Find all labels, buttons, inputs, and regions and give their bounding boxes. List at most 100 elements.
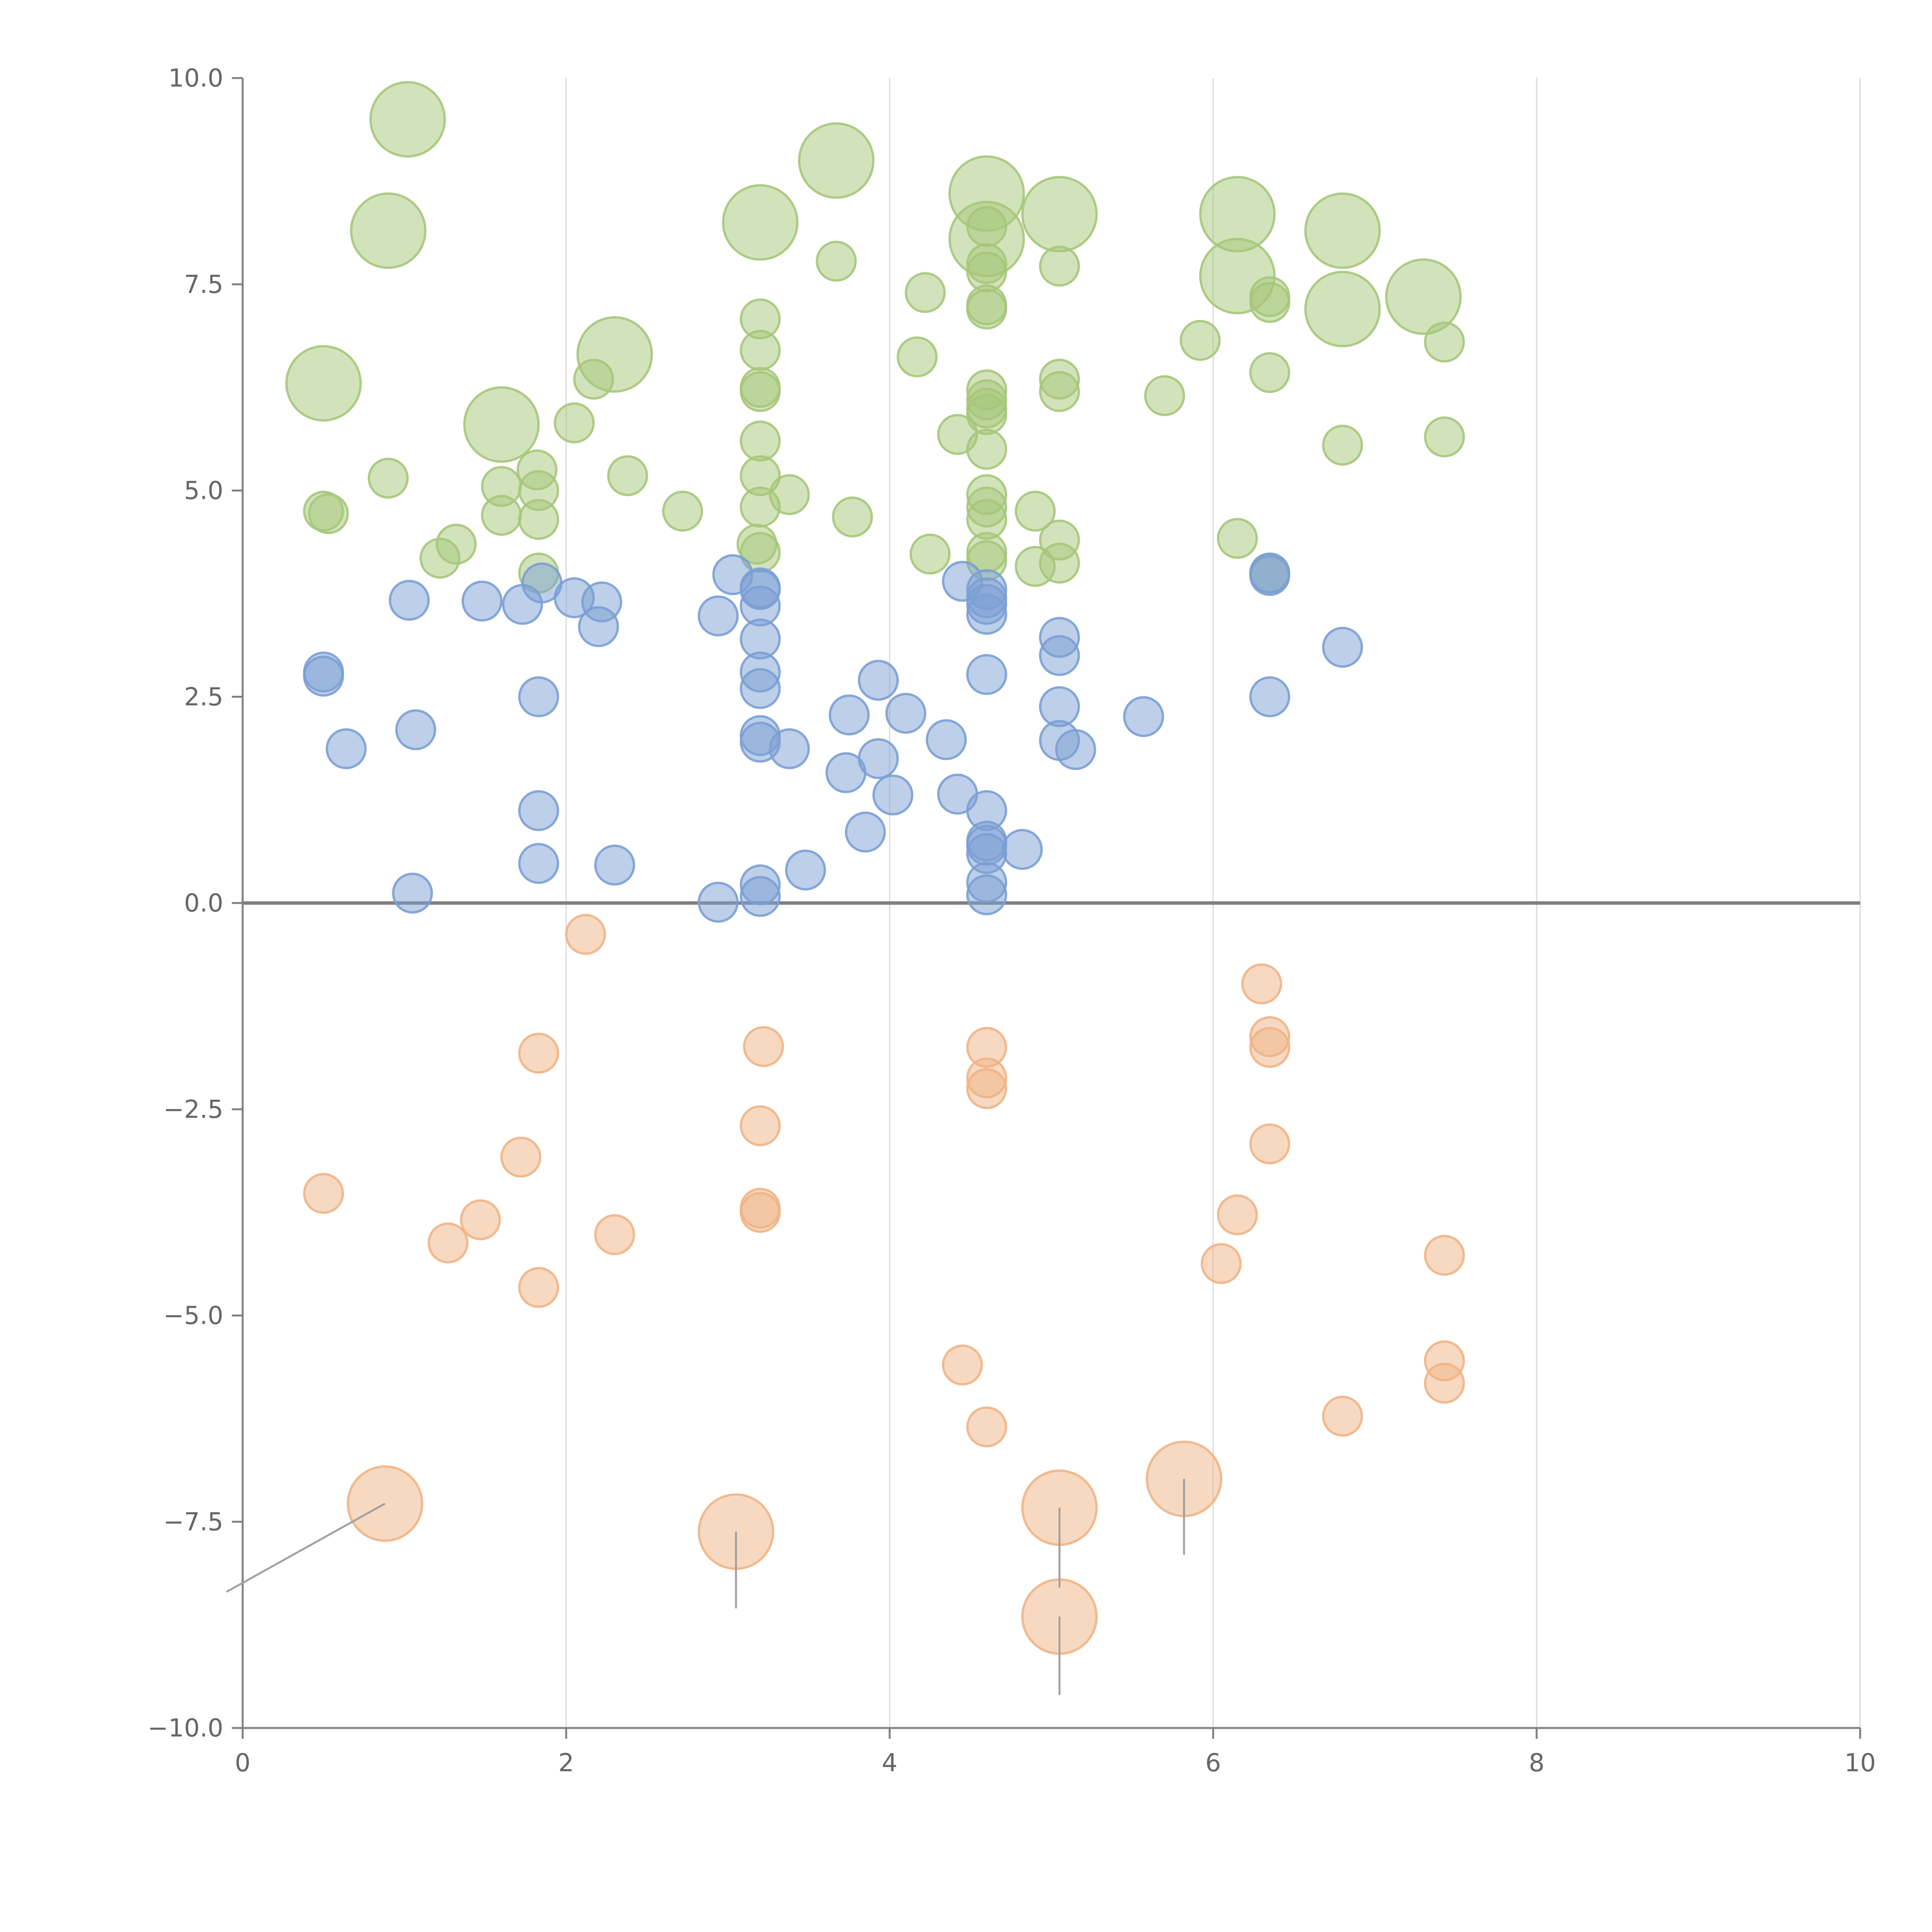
scatter-point (463, 386, 540, 463)
axis-layer: 0 2 4 6 8 10 −10.0 −7.5 −5.0 −2.5 0.0 2.5 5.0 7.5 10.0 (148, 64, 1876, 1777)
y-tick-label: 7.5 (184, 270, 223, 299)
scatter-point (885, 692, 927, 734)
scatter-point (554, 402, 595, 444)
scatter-point (925, 719, 967, 760)
scatter-point (845, 811, 886, 853)
x-tick-label: 10 (1844, 1749, 1876, 1777)
scatter-point (872, 774, 913, 816)
callout-line (226, 1503, 386, 1593)
scatter-point (905, 272, 946, 313)
points-layer (285, 81, 1465, 1655)
scatter-point (1249, 1027, 1291, 1068)
scatter-point (303, 655, 344, 697)
y-tick-label: 2.5 (184, 683, 223, 711)
scatter-point (1304, 192, 1381, 269)
scatter-point (1385, 258, 1462, 335)
scatter-point (1217, 1194, 1258, 1236)
scatter-point (769, 474, 810, 515)
scatter-point (1424, 321, 1465, 363)
scatter-point (1180, 320, 1221, 361)
scatter-point (966, 206, 1007, 247)
scatter-point (662, 490, 703, 532)
scatter-point (896, 336, 938, 378)
scatter-point (1055, 729, 1096, 770)
scatter-point (966, 394, 1007, 435)
scatter-point (500, 1136, 541, 1178)
scatter-point (1424, 416, 1465, 457)
scatter-point (1021, 176, 1098, 253)
scatter-point (1015, 490, 1056, 532)
scatter-point (697, 881, 739, 923)
scatter-point (1249, 1123, 1291, 1165)
scatter-point (966, 654, 1007, 695)
scatter-point (1039, 543, 1080, 584)
y-tick-label: −5.0 (163, 1302, 223, 1330)
scatter-point (607, 455, 648, 497)
scatter-point (303, 1173, 344, 1214)
scatter-point (369, 81, 446, 158)
scatter-point (1039, 371, 1080, 412)
scatter-point (518, 499, 560, 540)
series-1 (303, 553, 1363, 923)
y-tick-label: 0.0 (184, 889, 223, 918)
scatter-point (308, 493, 349, 534)
scatter-point (1241, 963, 1282, 1005)
scatter-point (828, 694, 870, 736)
scatter-point (697, 595, 739, 637)
scatter-point (858, 738, 899, 779)
scatter-point (966, 288, 1007, 330)
scatter-point (1249, 555, 1291, 596)
scatter-point (460, 1199, 501, 1240)
scatter-point (573, 359, 614, 400)
scatter-point (518, 676, 560, 718)
x-tick-label: 8 (1529, 1749, 1544, 1777)
scatter-point (966, 1068, 1007, 1109)
scatter-point (565, 914, 606, 955)
scatter-point (1201, 1243, 1242, 1284)
series-0 (285, 81, 1465, 594)
scatter-point (740, 371, 781, 412)
scatter-point (1039, 245, 1080, 287)
scatter-point (350, 192, 427, 269)
scatter-point (832, 496, 873, 537)
scatter-point (740, 1192, 781, 1233)
scatter-point (1249, 282, 1291, 323)
x-tick-label: 2 (558, 1749, 574, 1777)
callout-layer (226, 1479, 1185, 1695)
scatter-point (389, 580, 430, 621)
scatter-point (740, 876, 781, 917)
scatter-point (816, 240, 857, 282)
scatter-point (740, 330, 781, 371)
scatter-point (798, 122, 875, 199)
scatter-point (395, 709, 436, 750)
scatter-point (518, 1267, 560, 1308)
scatter-point (1144, 375, 1185, 416)
scatter-point (594, 1214, 635, 1255)
scatter-point (1322, 425, 1363, 466)
y-tick-label: −2.5 (163, 1095, 223, 1124)
scatter-point (392, 872, 433, 914)
scatter-point (1322, 1395, 1363, 1437)
scatter-point (1002, 829, 1043, 870)
scatter-point (966, 429, 1007, 470)
scatter-point (966, 1406, 1007, 1447)
scatter-point (743, 1026, 784, 1067)
scatter-point (1304, 270, 1381, 347)
scatter-point (910, 533, 951, 575)
scatter-point (1039, 635, 1080, 676)
scatter-point (1217, 518, 1258, 559)
scatter-point (435, 524, 477, 565)
y-tick-label: 5.0 (184, 477, 223, 505)
scatter-point (427, 1222, 469, 1264)
scatter-point (1123, 696, 1164, 737)
scatter-point (769, 728, 810, 769)
scatter-point (1424, 1362, 1465, 1404)
scatter-point (481, 495, 522, 536)
scatter-point (966, 874, 1007, 915)
scatter-point (325, 728, 367, 769)
scatter-point (785, 849, 826, 891)
x-tick-label: 4 (882, 1749, 898, 1777)
y-tick-label: 10.0 (168, 64, 224, 93)
